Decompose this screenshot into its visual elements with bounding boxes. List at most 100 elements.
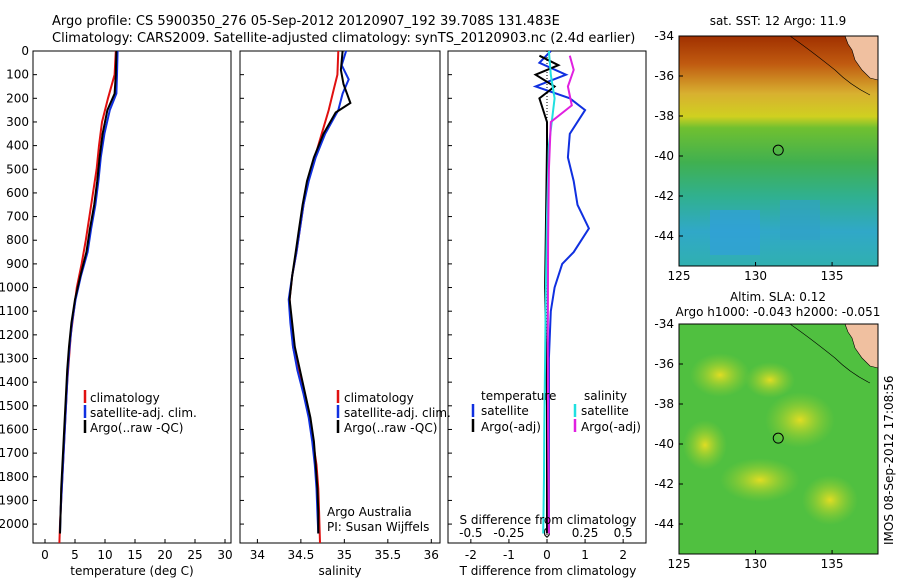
x-tick-label: 36	[424, 548, 439, 562]
s-tick-label: -0.5	[459, 526, 482, 540]
sst-heatmap	[679, 36, 878, 266]
x-tick-label: 15	[127, 548, 142, 562]
argo-location-marker	[772, 144, 784, 156]
series-line	[532, 50, 591, 534]
salinity-xlabel: salinity	[318, 564, 361, 578]
x-tick-label: 2	[619, 548, 627, 562]
series-line	[59, 50, 118, 534]
y-tick-label: -36	[654, 69, 674, 83]
temperature-x-ticks: 0 5 10 15 20 25 30	[41, 539, 233, 562]
y-tick-label: -34	[654, 317, 674, 331]
x-tick-label: 5	[71, 548, 79, 562]
x-tick-label: 20	[157, 548, 172, 562]
sla-x-ticks: 125 130 135	[668, 550, 844, 571]
sla-map-title: Altim. SLA: 0.12	[730, 290, 826, 304]
y-tick-label: 200	[6, 91, 29, 105]
legend-label-argo: Argo(..raw -QC)	[90, 421, 183, 435]
series-line	[546, 55, 575, 534]
y-tick-label: 1700	[0, 446, 29, 460]
sst-cool-patch	[710, 210, 760, 255]
series-line	[288, 50, 352, 534]
x-tick-label: 0	[41, 548, 49, 562]
y-tick-label: -40	[654, 437, 674, 451]
series-line	[59, 50, 119, 534]
y-tick-label: -42	[654, 477, 674, 491]
series-line	[542, 50, 556, 534]
y-tick-label: -40	[654, 149, 674, 163]
salinity-panel: 34 34.5 35 35.5 36 climatology satellite-adj…	[239, 50, 451, 578]
x-tick-label: 1	[581, 548, 589, 562]
y-tick-label: -44	[654, 517, 674, 531]
y-tick-label: 1100	[0, 304, 29, 318]
sla-y-ticks: -34 -36 -38 -40 -42 -44	[654, 317, 683, 531]
difference-x-ticks: -2 -1 0 1 2	[465, 539, 627, 562]
legend-header-salinity: salinity	[584, 389, 627, 403]
legend-label-argo: Argo(..raw -QC)	[344, 421, 437, 435]
y-tick-label: 1600	[0, 422, 29, 436]
y-tick-label: -36	[654, 357, 674, 371]
sla-blob	[683, 420, 727, 470]
y-tick-label: 1900	[0, 493, 29, 507]
salinity-annotation-1: Argo Australia	[327, 505, 412, 519]
y-tick-label: 2000	[0, 517, 29, 531]
difference-lines	[532, 50, 591, 534]
y-tick-label: -34	[654, 29, 674, 43]
temperature-y-ticks: 0 100 200 300 400 500 600 700 800 900 1000 1100 1200…	[0, 44, 37, 531]
legend-label-sal-argo: Argo(-adj)	[581, 420, 641, 434]
y-tick-label: 300	[6, 115, 29, 129]
y-tick-label: 1800	[0, 470, 29, 484]
difference-y-ticks	[448, 50, 452, 525]
coastline	[789, 35, 871, 96]
legend-label-satellite: satellite-adj. clim.	[344, 406, 451, 420]
x-tick-label: 25	[187, 548, 202, 562]
salinity-y-ticks	[240, 50, 244, 525]
legend-label-climatology: climatology	[344, 391, 414, 405]
sst-y-ticks: -34 -36 -38 -40 -42 -44	[654, 29, 683, 243]
y-tick-label: 1200	[0, 328, 29, 342]
x-tick-label: 30	[217, 548, 232, 562]
legend-label-satellite: satellite-adj. clim.	[90, 406, 197, 420]
sla-map-panel: Altim. SLA: 0.12 Argo h1000: -0.043 h200…	[654, 290, 880, 571]
sla-blob	[720, 458, 800, 502]
sst-map-axes	[678, 35, 879, 267]
s-tick-label: -0.25	[493, 526, 524, 540]
y-tick-label: 1000	[0, 281, 29, 295]
legend-label-temp-argo: Argo(-adj)	[481, 420, 541, 434]
header-line1: Argo profile: CS 5900350_276 05-Sep-2012…	[52, 14, 560, 29]
x-tick-label: 0	[543, 548, 551, 562]
difference-s-ticks: -0.5 -0.25 0 0.25 0.5	[459, 526, 633, 540]
y-tick-label: -38	[654, 397, 674, 411]
y-tick-label: 600	[6, 186, 29, 200]
sst-map-title: sat. SST: 12 Argo: 11.9	[710, 14, 847, 28]
x-tick-label: 35.5	[374, 548, 401, 562]
legend-label-temp-satellite: satellite	[481, 404, 529, 418]
y-tick-label: 400	[6, 139, 29, 153]
y-tick-label: 1400	[0, 375, 29, 389]
difference-xlabel: T difference from climatology	[459, 564, 637, 578]
salinity-x-ticks: 34 34.5 35 35.5 36	[250, 539, 439, 562]
header-line2: Climatology: CARS2009. Satellite-adjuste…	[52, 31, 635, 46]
y-tick-label: -38	[654, 109, 674, 123]
series-line	[287, 50, 350, 534]
salinity-axes	[239, 50, 441, 544]
salinity-annotation-2: PI: Susan Wijffels	[327, 520, 429, 534]
y-tick-label: 1300	[0, 352, 29, 366]
y-tick-label: -44	[654, 229, 674, 243]
coastline	[789, 323, 871, 384]
y-tick-label: 500	[6, 162, 29, 176]
legend-label-sal-satellite: satellite	[581, 404, 629, 418]
difference-panel: -2 -1 0 1 2 -0.5 -0.25 0 0.25 0.5 temperature sa…	[447, 50, 647, 578]
temperature-axes	[32, 50, 232, 544]
y-tick-label: 0	[21, 44, 29, 58]
sla-blob	[690, 353, 750, 397]
y-tick-label: 700	[6, 210, 29, 224]
s-tick-label: 0.5	[614, 526, 633, 540]
temperature-lines	[58, 50, 119, 544]
salinity-legend: climatology satellite-adj. clim. Argo(..…	[336, 390, 451, 435]
temperature-xlabel: temperature (deg C)	[70, 564, 193, 578]
sla-blob	[745, 362, 795, 398]
sla-map-subtitle: Argo h1000: -0.043 h2000: -0.051	[676, 305, 881, 319]
x-tick-label: 135	[821, 269, 844, 283]
temperature-legend: climatology satellite-adj. clim. Argo(..…	[83, 390, 197, 435]
